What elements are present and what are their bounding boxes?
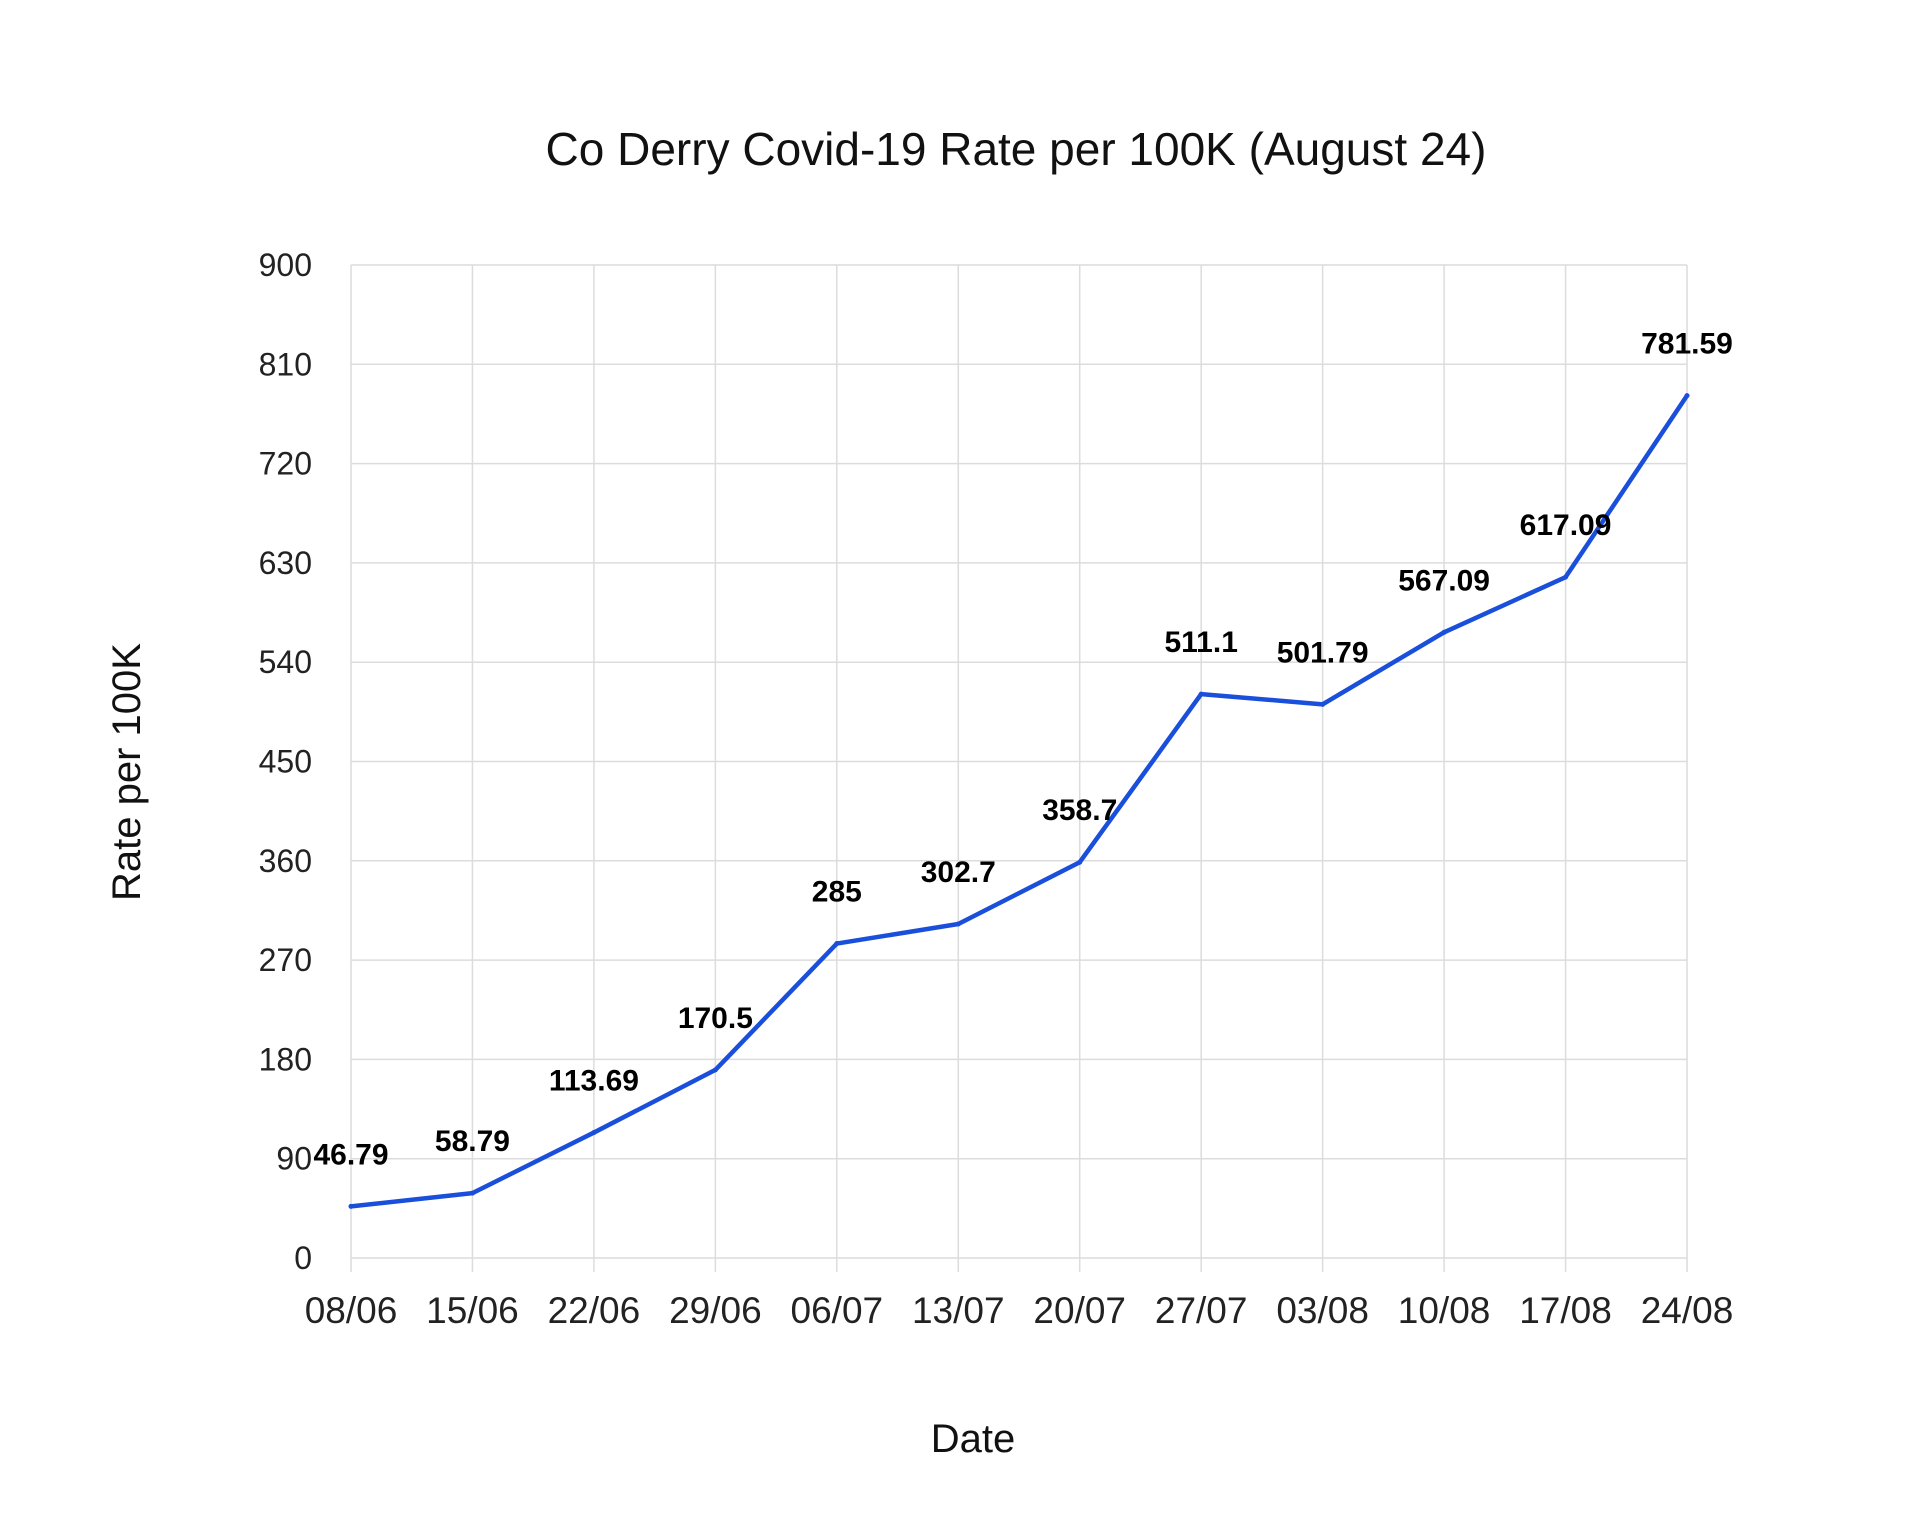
x-tick-label: 17/08 xyxy=(1519,1290,1612,1331)
x-axis-ticks: 08/06 15/06 22/06 29/06 06/07 13/07 20/07 27/07… xyxy=(305,1290,1734,1331)
data-point xyxy=(1441,629,1447,635)
y-tick-label: 450 xyxy=(259,744,312,780)
x-tick-label: 24/08 xyxy=(1641,1290,1734,1331)
data-label: 46.79 xyxy=(313,1138,388,1171)
data-label: 617.09 xyxy=(1520,509,1612,542)
x-tick-label: 27/07 xyxy=(1155,1290,1248,1331)
data-label: 511.1 xyxy=(1164,626,1237,659)
data-point xyxy=(1198,691,1204,697)
x-tick-label: 06/07 xyxy=(791,1290,884,1331)
grid xyxy=(350,264,1688,1272)
data-label: 170.5 xyxy=(678,1002,753,1035)
x-tick-label: 13/07 xyxy=(912,1290,1005,1331)
series-layer xyxy=(348,393,1690,1209)
y-tick-label: 180 xyxy=(259,1041,312,1077)
data-point xyxy=(591,1130,597,1136)
x-tick-label: 10/08 xyxy=(1398,1290,1491,1331)
data-label: 567.09 xyxy=(1398,564,1490,597)
x-tick-label: 29/06 xyxy=(669,1290,762,1331)
y-axis-label: Rate per 100K xyxy=(105,643,149,901)
data-point xyxy=(348,1203,354,1209)
y-tick-label: 270 xyxy=(259,942,312,978)
data-label: 113.69 xyxy=(549,1065,639,1098)
y-tick-label: 0 xyxy=(294,1240,312,1276)
x-tick-label: 08/06 xyxy=(305,1290,398,1331)
data-label: 58.79 xyxy=(435,1125,510,1158)
x-tick-label: 03/08 xyxy=(1276,1290,1369,1331)
x-tick-label: 22/06 xyxy=(548,1290,641,1331)
data-point xyxy=(712,1067,718,1073)
y-tick-label: 720 xyxy=(259,446,312,482)
data-point xyxy=(1684,393,1690,399)
y-axis-ticks: 0 90 180 270 360 450 540 630 720 810 900 xyxy=(259,247,312,1276)
y-tick-label: 360 xyxy=(259,843,312,879)
data-point xyxy=(1320,701,1326,707)
data-labels: 46.79 58.79 113.69 170.5 285 302.7 358.7 511.1 5… xyxy=(313,328,1732,1172)
chart-title: Co Derry Covid-19 Rate per 100K (August … xyxy=(546,123,1487,175)
x-tick-label: 15/06 xyxy=(426,1290,519,1331)
x-axis-label: Date xyxy=(931,1417,1016,1461)
x-tick-label: 20/07 xyxy=(1033,1290,1126,1331)
series-line xyxy=(348,393,1690,1209)
data-point xyxy=(834,941,840,947)
data-label: 358.7 xyxy=(1042,794,1117,827)
data-point xyxy=(955,921,961,927)
y-tick-label: 540 xyxy=(259,644,312,680)
data-label: 302.7 xyxy=(921,856,996,889)
data-point xyxy=(1563,574,1569,580)
data-label: 285 xyxy=(812,876,862,909)
y-tick-label: 900 xyxy=(259,247,312,283)
y-tick-label: 810 xyxy=(259,346,312,382)
data-point xyxy=(469,1190,475,1196)
data-point xyxy=(1077,859,1083,865)
y-tick-label: 630 xyxy=(259,545,312,581)
data-label: 501.79 xyxy=(1277,636,1369,669)
data-label: 781.59 xyxy=(1641,328,1733,361)
y-tick-label: 90 xyxy=(276,1141,312,1177)
